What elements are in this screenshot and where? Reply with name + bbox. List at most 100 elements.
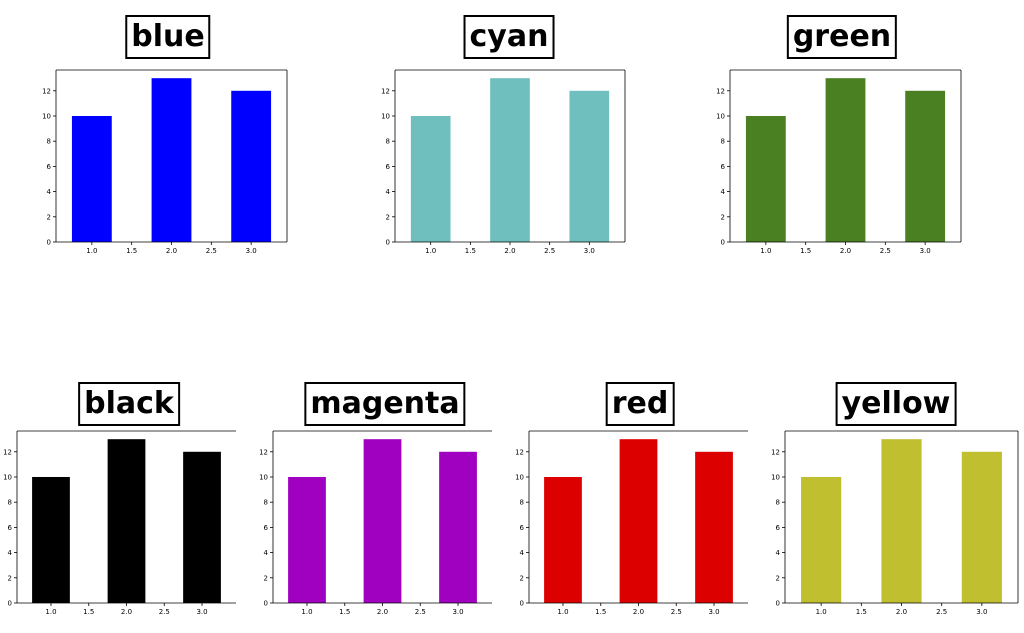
bar-cyan-1 — [410, 115, 451, 242]
bar-yellow-2 — [881, 439, 922, 603]
y-tick-label: 10 — [259, 473, 268, 481]
bar-chart-green: 0 2 4 6 8 10 12 1.0 1.5 2.0 2.5 3.0 — [716, 69, 962, 255]
y-tick-label: 4 — [776, 549, 781, 557]
y-tick-label: 2 — [47, 213, 51, 221]
y-tick-label: 10 — [515, 473, 524, 481]
x-tick-label: 2.0 — [840, 247, 851, 255]
x-tick-label: 1.5 — [83, 608, 94, 616]
y-tick-label: 4 — [520, 549, 525, 557]
y-tick-label: 2 — [520, 574, 524, 582]
y-tick-label: 4 — [8, 549, 13, 557]
chart-title-cyan: cyan — [463, 15, 555, 59]
bar-green-1 — [745, 115, 786, 242]
bar-cyan-3 — [569, 90, 610, 242]
bar-chart-black: 0 2 4 6 8 10 12 1.0 1.5 2.0 2.5 3.0 — [3, 430, 236, 616]
y-tick-label: 12 — [42, 87, 51, 95]
y-tick-label: 10 — [42, 112, 51, 120]
x-tick-label: 1.0 — [760, 247, 771, 255]
y-tick-label: 6 — [721, 163, 726, 171]
y-tick-label: 8 — [8, 499, 12, 507]
x-tick-label: 2.0 — [633, 608, 644, 616]
bar-black-2 — [107, 439, 146, 603]
x-tick-label: 1.0 — [86, 247, 97, 255]
x-tick-label: 1.0 — [425, 247, 436, 255]
y-tick-label: 12 — [515, 448, 524, 456]
x-tick-label: 2.0 — [504, 247, 515, 255]
x-tick-label: 1.5 — [339, 608, 350, 616]
x-tick-label: 3.0 — [246, 247, 257, 255]
x-tick-label: 1.0 — [301, 608, 312, 616]
bar-yellow-3 — [961, 451, 1002, 603]
y-tick-label: 6 — [264, 524, 269, 532]
x-tick-label: 1.5 — [126, 247, 137, 255]
x-tick-label: 1.5 — [465, 247, 476, 255]
x-tick-label: 1.0 — [816, 608, 827, 616]
x-tick-label: 2.5 — [206, 247, 217, 255]
y-tick-label: 12 — [259, 448, 268, 456]
bar-magenta-3 — [439, 451, 477, 603]
bar-black-1 — [32, 476, 70, 603]
bar-chart-cyan: 0 2 4 6 8 10 12 1.0 1.5 2.0 2.5 3.0 — [381, 69, 626, 255]
chart-title-red: red — [605, 382, 675, 426]
x-tick-label: 3.0 — [196, 608, 207, 616]
y-tick-label: 12 — [3, 448, 12, 456]
y-tick-label: 6 — [47, 163, 52, 171]
bar-red-1 — [544, 476, 582, 603]
x-tick-label: 2.5 — [936, 608, 947, 616]
x-tick-label: 2.5 — [544, 247, 555, 255]
y-tick-label: 0 — [721, 239, 725, 247]
y-tick-label: 8 — [47, 138, 51, 146]
y-tick-label: 8 — [264, 499, 268, 507]
y-tick-label: 8 — [520, 499, 524, 507]
x-tick-label: 2.0 — [896, 608, 907, 616]
y-tick-label: 0 — [8, 600, 12, 608]
x-tick-label: 1.5 — [595, 608, 606, 616]
y-tick-label: 0 — [264, 600, 268, 608]
y-tick-label: 8 — [386, 138, 390, 146]
x-tick-label: 3.0 — [920, 247, 931, 255]
y-tick-label: 4 — [264, 549, 269, 557]
bar-magenta-2 — [363, 439, 402, 603]
x-tick-label: 2.5 — [880, 247, 891, 255]
x-tick-label: 2.0 — [166, 247, 177, 255]
y-tick-label: 2 — [386, 213, 390, 221]
y-tick-label: 6 — [520, 524, 525, 532]
y-tick-label: 6 — [386, 163, 391, 171]
y-tick-label: 12 — [381, 87, 390, 95]
chart-title-magenta: magenta — [304, 382, 466, 426]
bar-black-3 — [183, 451, 221, 603]
y-tick-label: 10 — [716, 112, 725, 120]
bar-chart-red: 0 2 4 6 8 10 12 1.0 1.5 2.0 2.5 3.0 — [515, 430, 748, 616]
bar-blue-1 — [71, 115, 112, 242]
y-tick-label: 6 — [776, 524, 781, 532]
x-tick-label: 3.0 — [584, 247, 595, 255]
chart-title-yellow: yellow — [835, 382, 957, 426]
bar-green-3 — [905, 90, 946, 242]
y-tick-label: 2 — [721, 213, 725, 221]
y-tick-label: 10 — [771, 473, 780, 481]
y-tick-label: 4 — [47, 188, 52, 196]
bar-cyan-2 — [490, 78, 530, 242]
y-tick-label: 2 — [8, 574, 12, 582]
x-tick-label: 2.0 — [377, 608, 388, 616]
x-tick-label: 3.0 — [708, 608, 719, 616]
bar-red-2 — [619, 439, 658, 603]
x-tick-label: 3.0 — [976, 608, 987, 616]
y-tick-label: 10 — [3, 473, 12, 481]
y-tick-label: 8 — [721, 138, 725, 146]
y-tick-label: 2 — [776, 574, 780, 582]
bar-magenta-1 — [288, 476, 326, 603]
bar-red-3 — [695, 451, 733, 603]
bar-chart-magenta: 0 2 4 6 8 10 12 1.0 1.5 2.0 2.5 3.0 — [259, 430, 492, 616]
y-tick-label: 0 — [47, 239, 51, 247]
x-tick-label: 1.5 — [856, 608, 867, 616]
y-tick-label: 0 — [776, 600, 780, 608]
bar-chart-blue: 0 2 4 6 8 10 12 1.0 1.5 2.0 2.5 3.0 — [42, 69, 288, 255]
y-tick-label: 4 — [721, 188, 726, 196]
x-tick-label: 2.5 — [159, 608, 170, 616]
x-tick-label: 2.5 — [415, 608, 426, 616]
y-tick-label: 4 — [386, 188, 391, 196]
bar-chart-yellow: 0 2 4 6 8 10 12 1.0 1.5 2.0 2.5 3.0 — [771, 430, 1019, 616]
y-tick-label: 6 — [8, 524, 13, 532]
x-tick-label: 1.0 — [45, 608, 56, 616]
